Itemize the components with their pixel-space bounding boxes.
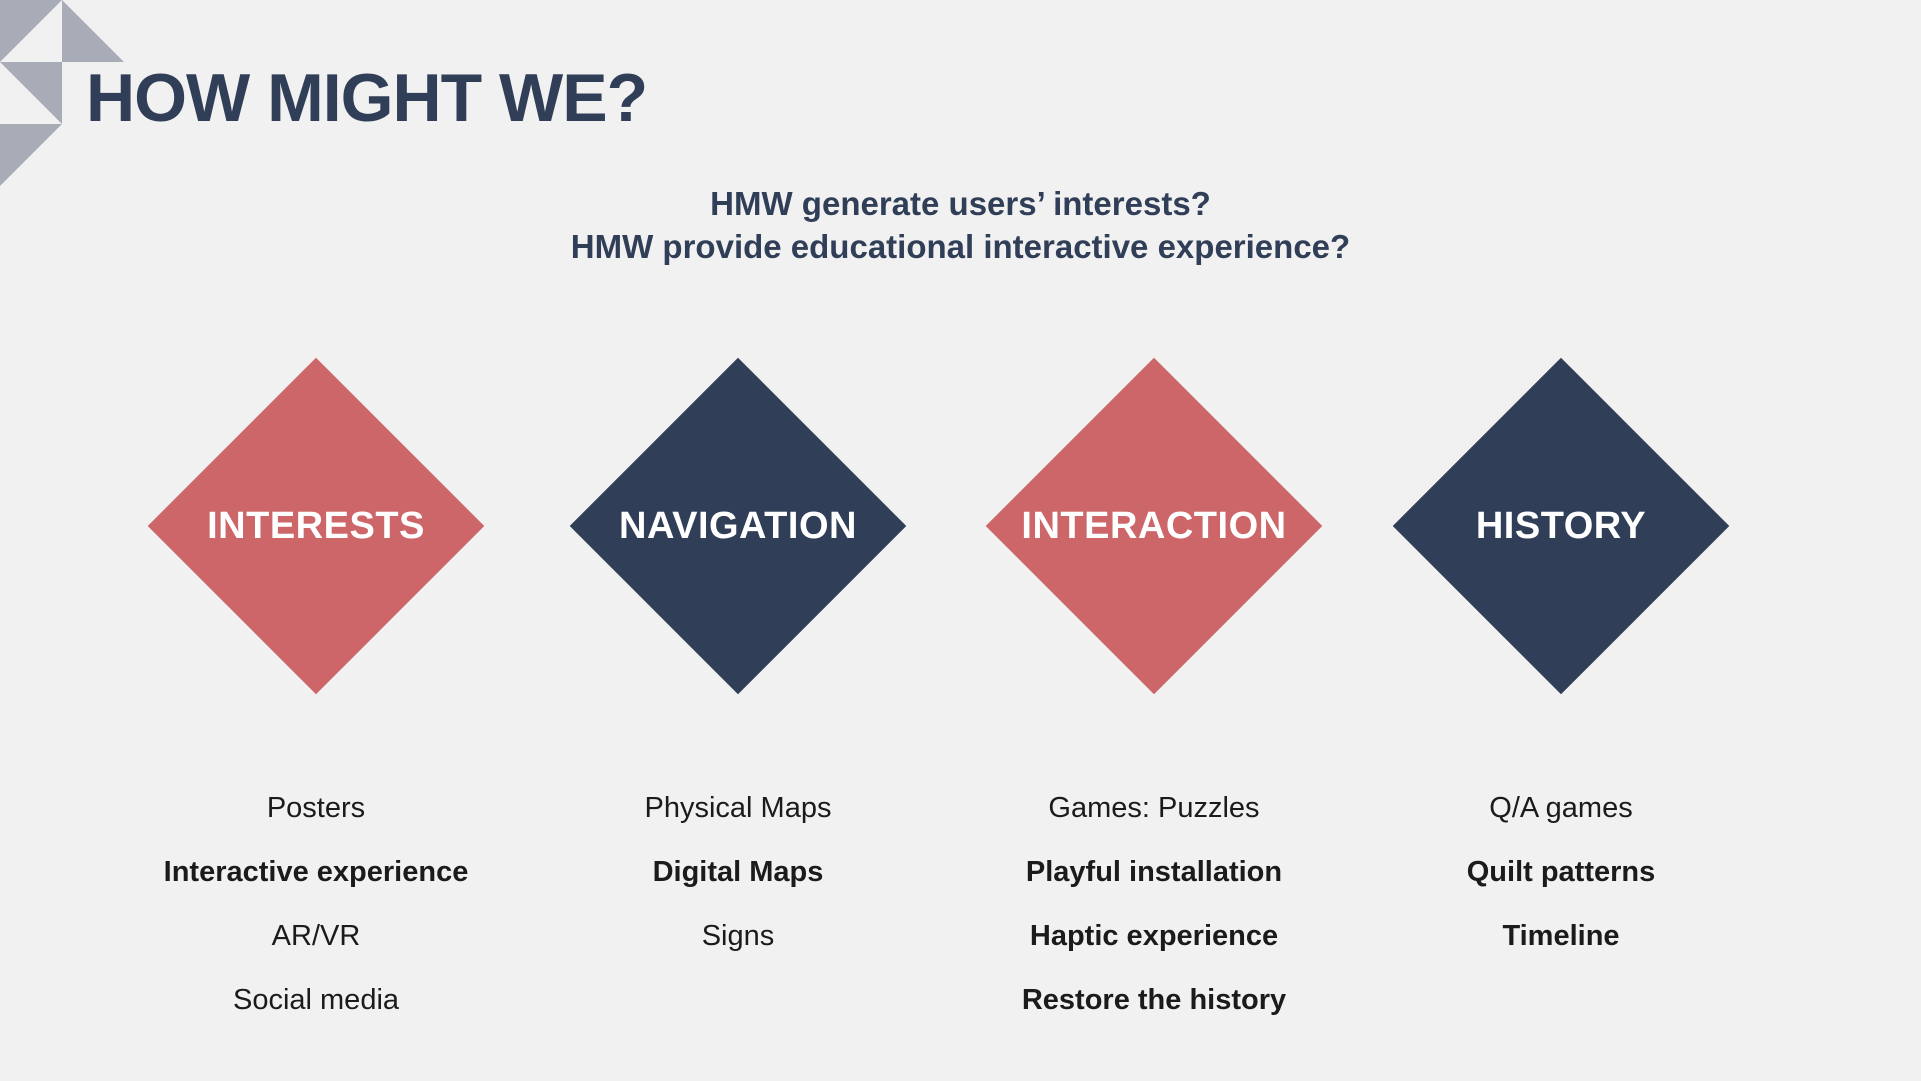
- diamond-label: HISTORY: [1475, 504, 1647, 547]
- diamond-label: INTERESTS: [207, 504, 425, 547]
- page-title: HOW MIGHT WE?: [86, 60, 648, 136]
- idea-item: Digital Maps: [652, 856, 824, 888]
- diamond-navigation: NAVIGATION: [570, 358, 906, 694]
- hmw-question: HMW provide educational interactive expe…: [570, 228, 1351, 265]
- idea-item: Posters: [266, 792, 366, 824]
- diamond-label: INTERACTION: [1021, 504, 1287, 547]
- ideas-list-navigation: Physical Maps Digital Maps Signs: [528, 786, 948, 978]
- ideas-list-interaction: Games: Puzzles Playful installation Hapt…: [944, 786, 1364, 1042]
- diamond-label: NAVIGATION: [619, 504, 857, 547]
- idea-item: Playful installation: [1025, 856, 1283, 888]
- idea-item: Q/A games: [1489, 792, 1633, 824]
- idea-item: Interactive experience: [163, 856, 469, 888]
- hmw-question: HMW generate users’ interests?: [710, 185, 1211, 222]
- idea-item: Signs: [701, 920, 775, 952]
- diamond-interests: INTERESTS: [148, 358, 484, 694]
- idea-item: Haptic experience: [1029, 920, 1279, 952]
- ideas-list-history: Q/A games Quilt patterns Timeline: [1351, 786, 1771, 978]
- ideas-list-interests: Posters Interactive experience AR/VR Soc…: [106, 786, 526, 1042]
- idea-item: Physical Maps: [644, 792, 832, 824]
- diamond-interaction: INTERACTION: [986, 358, 1322, 694]
- idea-item: AR/VR: [271, 920, 361, 952]
- idea-item: Timeline: [1502, 920, 1620, 952]
- corner-triangles-decoration: [0, 0, 124, 186]
- idea-item: Games: Puzzles: [1048, 792, 1260, 824]
- hmw-questions: HMW generate users’ interests? HMW provi…: [0, 182, 1921, 268]
- idea-item: Quilt patterns: [1466, 856, 1656, 888]
- idea-item: Social media: [232, 984, 400, 1016]
- idea-item: Restore the history: [1021, 984, 1287, 1016]
- diamond-history: HISTORY: [1393, 358, 1729, 694]
